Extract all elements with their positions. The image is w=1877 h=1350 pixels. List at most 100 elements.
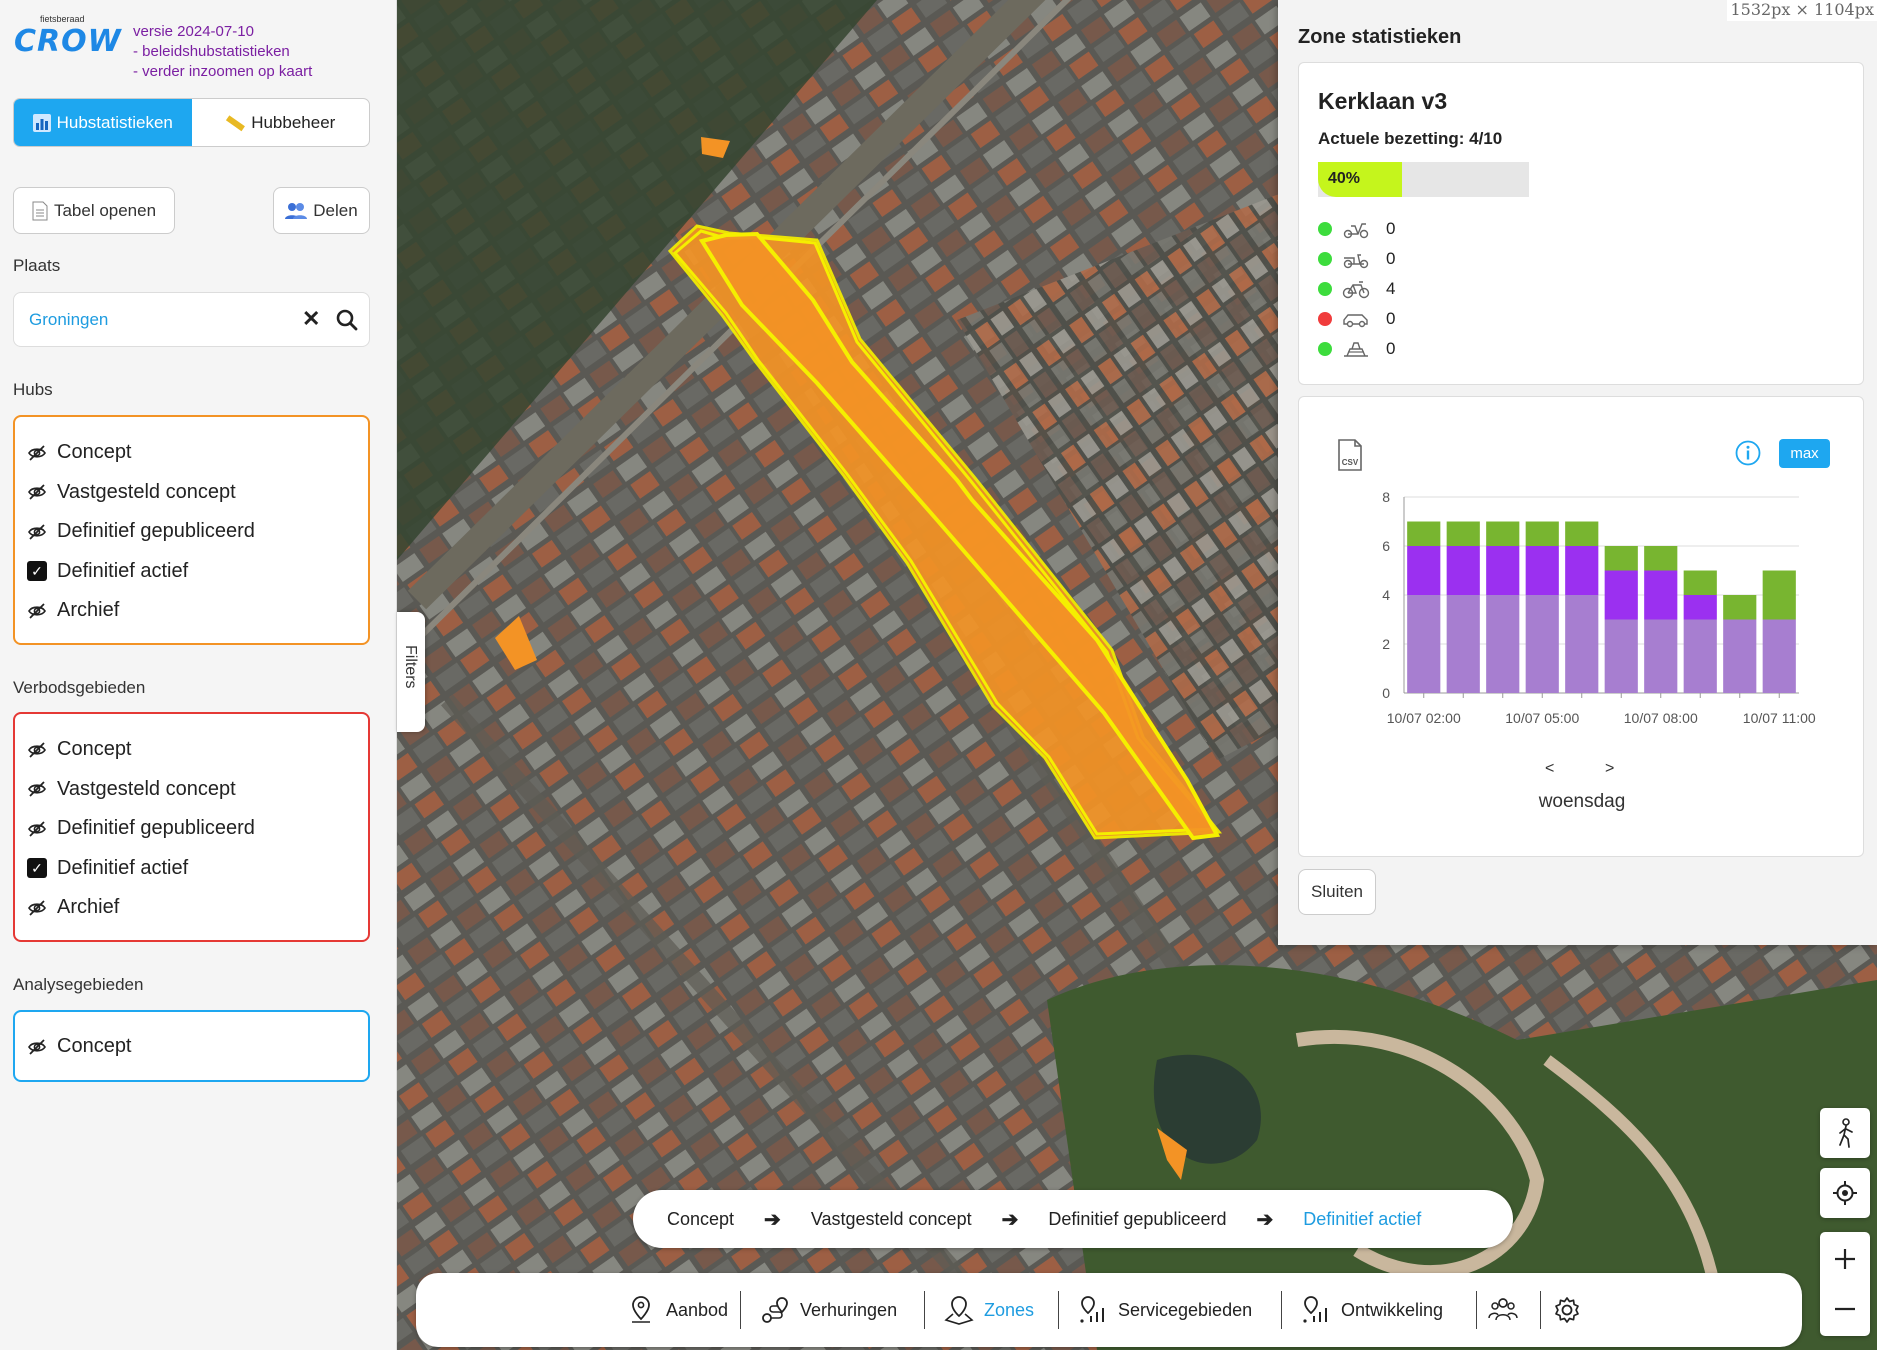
- filter-item-label: Vastgesteld concept: [57, 480, 236, 503]
- open-table-button[interactable]: Tabel openen: [13, 187, 175, 234]
- verbod-filter-item[interactable]: Archief: [15, 888, 368, 928]
- eye-slash-icon: [28, 1039, 46, 1055]
- version-line: - verder inzoomen op kaart: [133, 63, 313, 80]
- pipeline-step[interactable]: Definitief gepubliceerd: [1048, 1208, 1227, 1229]
- eye-slash-icon: [28, 821, 46, 837]
- pipeline-step[interactable]: Vastgesteld concept: [810, 1208, 972, 1229]
- y-tick-label: 2: [1382, 636, 1390, 652]
- vehicle-row: 0: [1318, 217, 1395, 241]
- other-vehicle-icon: [1344, 342, 1368, 357]
- chart-bar-segment: [1446, 521, 1480, 546]
- nav-divider: [1281, 1291, 1282, 1329]
- nav-label: Servicegebieden: [1118, 1299, 1253, 1320]
- map-pin-icon: [632, 1296, 650, 1323]
- hubs-filter-item[interactable]: Definitief gepubliceerd: [15, 512, 368, 552]
- verbod-filter-item[interactable]: ✓ Definitief actief: [15, 849, 368, 889]
- pipeline-step[interactable]: Concept: [667, 1208, 735, 1229]
- x-tick-label: 10/07 05:00: [1505, 710, 1579, 726]
- filter-item-label: Definitief actief: [57, 559, 189, 582]
- share-button[interactable]: Delen: [273, 187, 370, 234]
- bottom-navigation: Aanbod Verhuringen Zones Servicegebieden…: [416, 1273, 1802, 1347]
- zone-pin-icon: [944, 1296, 974, 1325]
- status-dot: [1318, 342, 1332, 356]
- verbod-filter-item[interactable]: Definitief gepubliceerd: [15, 809, 368, 849]
- eye-slash-icon: [28, 603, 46, 619]
- place-search[interactable]: Groningen ✕: [13, 292, 370, 347]
- occupancy-bar: 40%: [1318, 162, 1529, 197]
- tab-hubstatistieken[interactable]: Hubstatistieken: [14, 99, 192, 146]
- arrow-right-icon: ➔: [1001, 1208, 1019, 1231]
- filter-item-label: Concept: [57, 1035, 132, 1058]
- nav-aanbod[interactable]: Aanbod: [626, 1293, 728, 1327]
- zoom-controls: [1820, 1232, 1870, 1336]
- chart-bar-segment: [1723, 595, 1757, 620]
- vehicle-count: 0: [1386, 309, 1396, 328]
- nav-divider: [1058, 1291, 1059, 1329]
- panel-title: Zone statistieken: [1298, 26, 1462, 48]
- filters-toggle[interactable]: Filters: [397, 612, 425, 732]
- chart-bar-segment: [1683, 595, 1717, 620]
- nav-label: Verhuringen: [800, 1299, 898, 1320]
- checkbox-checked-icon[interactable]: ✓: [27, 561, 47, 582]
- locate-button[interactable]: [1820, 1168, 1870, 1218]
- eye-slash-icon: [28, 742, 46, 758]
- clear-icon[interactable]: ✕: [302, 306, 321, 331]
- filter-item-label: Vastgesteld concept: [57, 777, 236, 800]
- chart-bar-segment: [1565, 521, 1599, 546]
- nav-zones[interactable]: Zones: [944, 1293, 1034, 1327]
- verbod-filter-item[interactable]: Concept: [15, 730, 368, 770]
- pedestrian-icon: [1839, 1118, 1853, 1148]
- filter-item-label: Concept: [57, 738, 132, 761]
- zoom-out-icon[interactable]: [1833, 1284, 1857, 1334]
- info-icon[interactable]: [1735, 440, 1761, 466]
- nav-verhuringen[interactable]: Verhuringen: [760, 1293, 897, 1327]
- nav-servicegebieden[interactable]: Servicegebieden: [1078, 1293, 1252, 1327]
- nav-divider: [1476, 1291, 1477, 1329]
- y-tick-label: 8: [1382, 489, 1390, 505]
- next-day-button[interactable]: >: [1605, 760, 1615, 777]
- day-label: woensdag: [1538, 791, 1626, 812]
- service-area-icon: [1080, 1296, 1104, 1323]
- analyse-filter-item[interactable]: Concept: [15, 1027, 368, 1067]
- zone-stats-panel: 1532px × 1104px Zone statistieken Kerkla…: [1278, 0, 1877, 945]
- street-view-button[interactable]: [1820, 1108, 1870, 1158]
- zoom-in-icon[interactable]: [1833, 1234, 1857, 1284]
- place-search-input[interactable]: Groningen: [29, 310, 109, 329]
- previous-day-button[interactable]: <: [1545, 760, 1555, 777]
- hubs-filter-item[interactable]: Concept: [15, 433, 368, 473]
- checkbox-checked-icon[interactable]: ✓: [27, 858, 47, 879]
- nav-users[interactable]: [1488, 1293, 1518, 1327]
- pipeline-step[interactable]: Definitief actief: [1303, 1208, 1422, 1229]
- chart-bar-segment: [1762, 570, 1796, 620]
- verbodsgebieden-label: Verbodsgebieden: [13, 678, 146, 697]
- cargo-bike-icon: [1343, 254, 1369, 269]
- tab-hubbeheer[interactable]: Hubbeheer: [192, 99, 370, 146]
- filter-item-label: Definitief actief: [57, 856, 189, 879]
- occupancy-percentage: 40%: [1328, 170, 1361, 187]
- hubs-filter-item[interactable]: Vastgesteld concept: [15, 473, 368, 513]
- hubs-filter-item[interactable]: ✓ Definitief actief: [15, 552, 368, 592]
- close-button[interactable]: Sluiten: [1298, 869, 1376, 915]
- nav-settings[interactable]: [1552, 1293, 1582, 1327]
- logo-text: CROW: [14, 24, 122, 59]
- search-icon[interactable]: [334, 307, 360, 333]
- x-tick-label: 10/07 08:00: [1624, 710, 1698, 726]
- max-button[interactable]: max: [1779, 439, 1830, 468]
- nav-ontwikkeling[interactable]: Ontwikkeling: [1301, 1293, 1443, 1327]
- chart-bar-segment: [1525, 595, 1559, 693]
- vehicle-row: 0: [1318, 337, 1395, 361]
- status-dot: [1318, 312, 1332, 326]
- hubs-filter-item[interactable]: Archief: [15, 591, 368, 631]
- settings-icon: [1555, 1297, 1579, 1323]
- vehicle-row: 0: [1318, 247, 1395, 271]
- hubs-filter: Concept Vastgesteld concept Definitief gep…: [13, 415, 370, 645]
- csv-icon-label: CSV: [1342, 458, 1359, 467]
- status-dot: [1318, 252, 1332, 266]
- users-icon: [1488, 1298, 1518, 1321]
- version-line: versie 2024-07-10: [133, 23, 254, 40]
- csv-download-icon[interactable]: CSV: [1337, 439, 1363, 471]
- nav-label: Aanbod: [666, 1299, 729, 1320]
- nav-divider: [740, 1291, 741, 1329]
- verbod-filter-item[interactable]: Vastgesteld concept: [15, 770, 368, 810]
- dimensions-readout: 1532px × 1104px: [1727, 0, 1877, 21]
